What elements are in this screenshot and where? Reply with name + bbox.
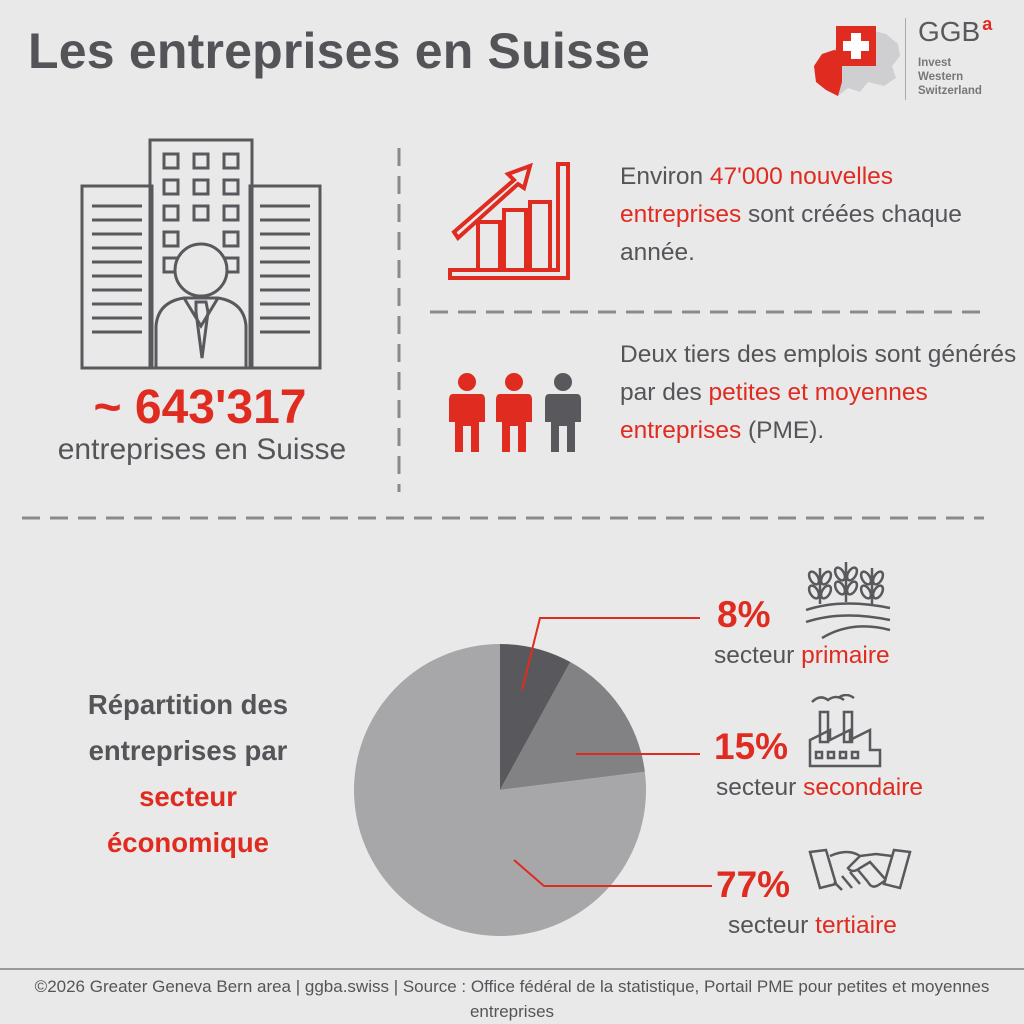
pie-slice-primaire: [500, 644, 571, 790]
page-title: Les entreprises en Suisse: [28, 23, 650, 79]
switzerland-map-logo-icon: [814, 26, 900, 96]
office-building-person-icon: [80, 138, 322, 370]
slice-label-tertiaire: secteur tertiaire: [728, 912, 897, 939]
fact-highlight: petites et moyennes entreprises: [620, 379, 928, 444]
handshake-icon: [808, 848, 912, 891]
pie-heading-line: entreprises par: [88, 735, 288, 766]
horizontal-dashed-divider: [430, 310, 985, 314]
pie-heading-line: secteur: [139, 781, 237, 812]
fact-text: sont créées chaque année.: [620, 201, 962, 266]
leader-line-tertiaire: [513, 859, 712, 887]
footer-source: ©2026 Greater Geneva Bern area | ggba.sw…: [34, 977, 990, 1021]
crops-field-icon: [805, 562, 891, 640]
logo-name: GGB a: [918, 14, 993, 47]
fact-text: Environ: [620, 163, 710, 190]
new-companies-fact: Environ 47'000 nouvelles entreprises son…: [620, 158, 980, 272]
logo-line: Invest: [918, 57, 952, 69]
total-companies-caption: entreprises en Suisse: [57, 433, 347, 466]
pie-leader-lines: [513, 617, 712, 887]
slice-percent-primaire: 8%: [717, 594, 771, 635]
growth-chart-arrow-icon: [448, 162, 570, 280]
sme-jobs-fact: Deux tiers des emplois sont générés par …: [620, 336, 1020, 450]
fact-highlight: 47'000 nouvelles entreprises: [620, 163, 894, 228]
slice-percent-secondaire: 15%: [714, 726, 789, 767]
pie-heading-line: Répartition des: [87, 689, 289, 720]
pie-slice-tertiaire: [354, 644, 646, 936]
pie-slice-secondaire: [500, 662, 645, 790]
three-people-icon: [449, 373, 581, 452]
leader-line-primaire: [521, 617, 700, 691]
fact-text: (PME).: [741, 417, 825, 444]
logo-divider: [905, 18, 906, 100]
logo-line: Switzerland: [918, 85, 982, 97]
pie-heading: Répartition des entreprises par secteur …: [30, 682, 346, 866]
slice-label-primaire: secteur primaire: [714, 642, 890, 669]
factory-icon: [808, 694, 882, 768]
logo-superscript: a: [982, 14, 993, 34]
fact-text: Deux tiers des emplois sont générés par …: [620, 341, 1017, 406]
section-dashed-divider: [22, 516, 984, 520]
slice-label-secondaire: secteur secondaire: [716, 774, 924, 801]
logo-tagline: Invest Western Switzerland: [918, 56, 982, 98]
pie-heading-line: économique: [107, 827, 269, 858]
sector-pie-chart: [354, 644, 646, 936]
vertical-dashed-divider: [397, 148, 401, 492]
logo-line: Western: [918, 71, 964, 83]
slice-percent-tertiaire: 77%: [716, 864, 791, 905]
footer-divider: [0, 968, 1024, 970]
total-companies-value: ~ 643'317: [93, 381, 307, 434]
